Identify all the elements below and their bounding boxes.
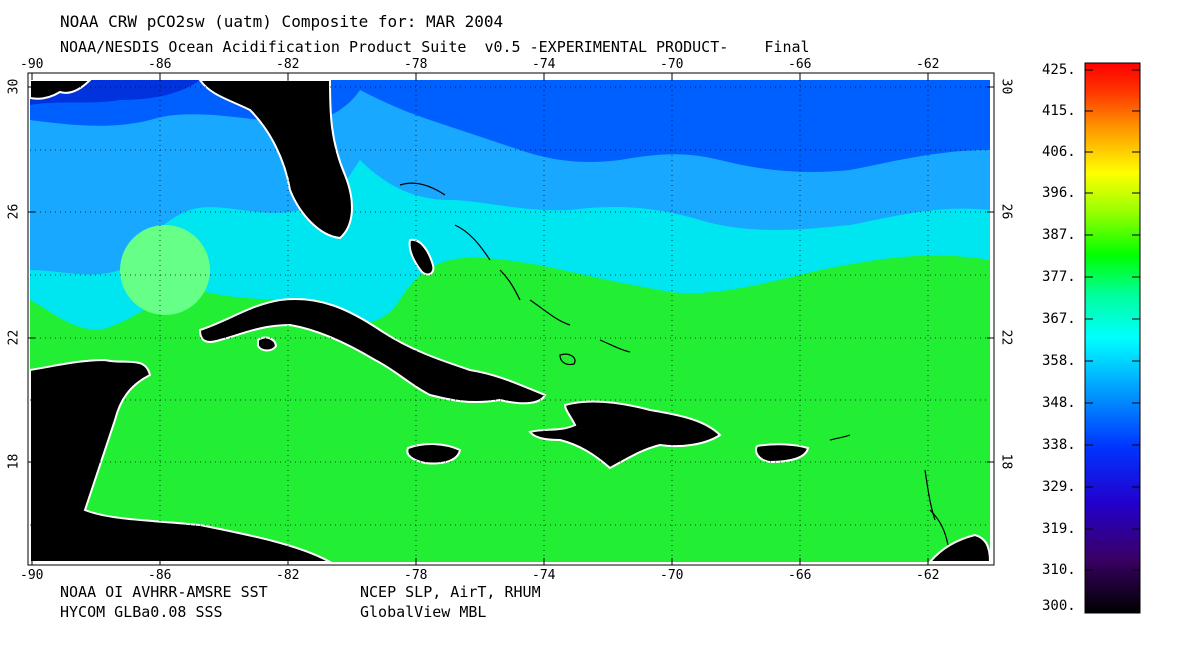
colorbar-label: 310. — [1042, 562, 1076, 578]
colorbar-label: 425. — [1042, 62, 1076, 78]
lon-tick-bottom: -66 — [788, 568, 812, 583]
colorbar-label: 406. — [1042, 144, 1076, 160]
lat-tick-left: 22 — [6, 329, 22, 346]
land-cuba — [198, 298, 547, 405]
land-us-gulf — [30, 80, 92, 100]
source-sst: NOAA OI AVHRR-AMSRE SST — [60, 583, 268, 601]
lon-tick-top: -78 — [404, 57, 428, 72]
colorbar-ticks — [1085, 69, 1140, 607]
land-jamaica — [406, 443, 462, 465]
colorbar — [1084, 62, 1141, 614]
lon-tick-top: -70 — [660, 57, 684, 72]
lat-tick-right: 26 — [998, 203, 1014, 220]
lon-tick-bottom: -82 — [276, 568, 300, 583]
lat-tick-left: 18 — [6, 453, 22, 470]
land-yucatan — [30, 358, 333, 562]
land-hispaniola — [528, 400, 722, 470]
lon-tick-bottom: -74 — [532, 568, 556, 583]
land-isle-of-youth — [257, 336, 278, 352]
colorbar-label: 367. — [1042, 311, 1076, 327]
ocean-lightgreen-patch — [120, 225, 210, 315]
colorbar-label: 329. — [1042, 479, 1076, 495]
lon-tick-top: -66 — [788, 57, 812, 72]
frame-ticks — [28, 73, 994, 565]
colorbar-label: 348. — [1042, 395, 1076, 411]
lon-tick-bottom: -62 — [916, 568, 940, 583]
lon-tick-bottom: -70 — [660, 568, 684, 583]
pco2-field — [30, 80, 990, 562]
lon-tick-top: -74 — [532, 57, 556, 72]
land-andros — [408, 238, 435, 276]
land-puerto-rico — [755, 443, 810, 464]
lat-tick-left: 30 — [6, 78, 22, 95]
map-subtitle: NOAA/NESDIS Ocean Acidification Product … — [60, 38, 810, 56]
lon-tick-bottom: -78 — [404, 568, 428, 583]
colorbar-label: 387. — [1042, 227, 1076, 243]
lon-tick-top: -86 — [148, 57, 172, 72]
land-florida — [198, 80, 353, 240]
lon-tick-top: -90 — [20, 57, 44, 72]
land-masses — [30, 80, 990, 562]
colorbar-label: 415. — [1042, 103, 1076, 119]
lat-tick-right: 30 — [998, 78, 1014, 95]
colorbar-label: 338. — [1042, 437, 1076, 453]
land-south-america — [928, 533, 990, 562]
source-ncep: NCEP SLP, AirT, RHUM — [360, 583, 541, 601]
lat-tick-right: 18 — [998, 453, 1014, 470]
colorbar-label: 358. — [1042, 353, 1076, 369]
colorbar-label: 300. — [1042, 598, 1076, 614]
lat-tick-right: 22 — [998, 329, 1014, 346]
island-outlines — [399, 182, 949, 546]
graticule — [30, 80, 990, 562]
lon-tick-top: -62 — [916, 57, 940, 72]
colorbar-label: 319. — [1042, 521, 1076, 537]
lon-tick-bottom: -90 — [20, 568, 44, 583]
lon-tick-bottom: -86 — [148, 568, 172, 583]
source-sss: HYCOM GLBa0.08 SSS — [60, 603, 223, 621]
source-globalview: GlobalView MBL — [360, 603, 487, 621]
colorbar-label: 377. — [1042, 269, 1076, 285]
lat-tick-left: 26 — [6, 203, 22, 220]
colorbar-label: 396. — [1042, 185, 1076, 201]
lon-tick-top: -82 — [276, 57, 300, 72]
map-title: NOAA CRW pCO2sw (uatm) Composite for: MA… — [60, 12, 504, 31]
